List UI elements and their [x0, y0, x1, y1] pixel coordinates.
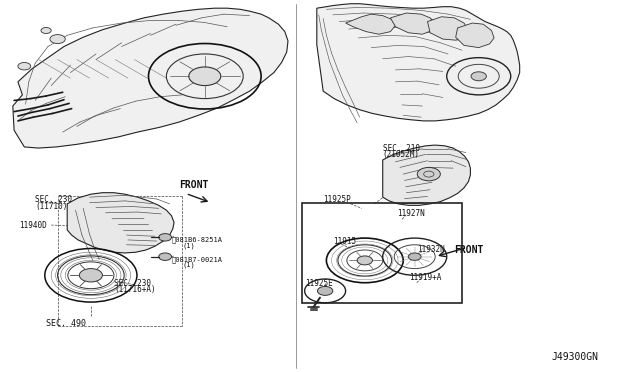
- Text: (11710): (11710): [35, 202, 68, 211]
- Polygon shape: [346, 14, 396, 34]
- Circle shape: [41, 28, 51, 33]
- Polygon shape: [383, 145, 470, 205]
- Text: (1): (1): [182, 242, 195, 249]
- Polygon shape: [13, 8, 288, 148]
- Circle shape: [471, 72, 486, 81]
- Polygon shape: [67, 193, 174, 253]
- Circle shape: [417, 167, 440, 181]
- Circle shape: [50, 35, 65, 44]
- Text: FRONT: FRONT: [454, 245, 484, 255]
- Circle shape: [79, 269, 102, 282]
- Circle shape: [159, 253, 172, 260]
- Circle shape: [159, 234, 172, 241]
- Circle shape: [408, 253, 421, 260]
- Text: SEC. 210: SEC. 210: [383, 144, 420, 153]
- Polygon shape: [428, 17, 468, 40]
- Text: (11716+A): (11716+A): [114, 285, 156, 294]
- Bar: [302, 203, 462, 303]
- Text: 11915: 11915: [333, 237, 356, 246]
- Text: 11932N: 11932N: [417, 246, 445, 254]
- Polygon shape: [390, 13, 435, 34]
- Text: FRONT: FRONT: [179, 180, 209, 190]
- Circle shape: [357, 256, 372, 265]
- Circle shape: [18, 62, 31, 70]
- Text: J49300GN: J49300GN: [552, 352, 598, 362]
- Text: Ⓐ081B6-8251A: Ⓐ081B6-8251A: [172, 237, 223, 243]
- Text: SEC. 230: SEC. 230: [35, 195, 72, 203]
- Text: Ⓐ081B7-0021A: Ⓐ081B7-0021A: [172, 256, 223, 263]
- Text: 11925E: 11925E: [305, 279, 332, 288]
- Text: 11925P: 11925P: [323, 195, 351, 203]
- Text: 11927N: 11927N: [397, 209, 424, 218]
- Text: (21052M): (21052M): [383, 150, 420, 158]
- Text: SEC. 230: SEC. 230: [114, 279, 151, 288]
- Circle shape: [189, 67, 221, 86]
- Circle shape: [317, 286, 333, 295]
- Polygon shape: [317, 4, 520, 121]
- Text: SEC. 490: SEC. 490: [46, 319, 86, 328]
- Text: 11940D: 11940D: [19, 221, 47, 230]
- Polygon shape: [456, 23, 494, 48]
- Text: (1): (1): [182, 262, 195, 269]
- Text: 11919+A: 11919+A: [410, 273, 442, 282]
